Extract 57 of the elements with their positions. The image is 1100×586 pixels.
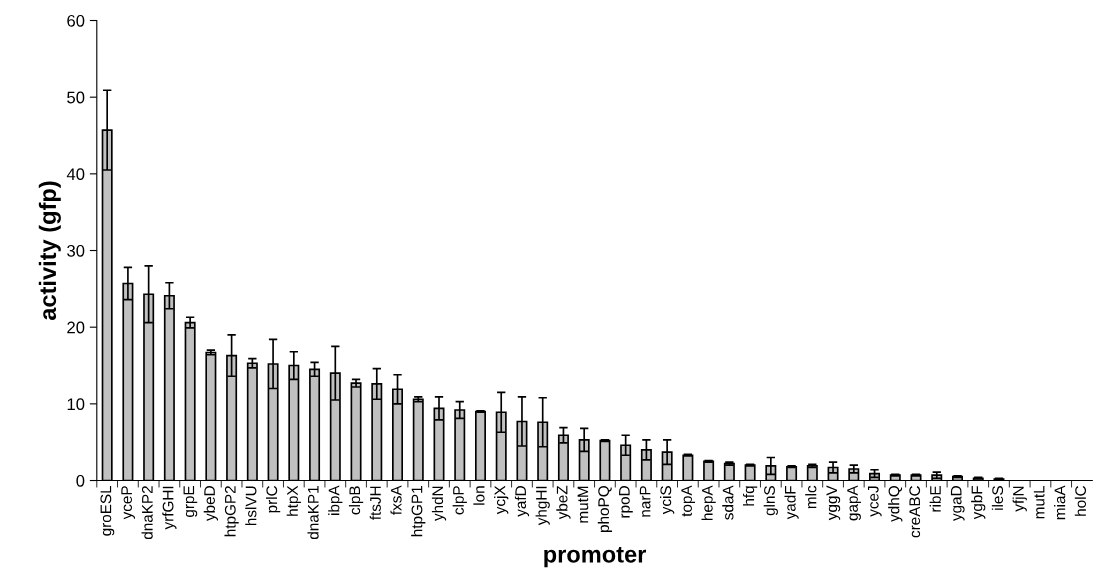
x-tick-label: yafD — [514, 486, 530, 517]
x-tick-label: glnS — [763, 486, 778, 516]
x-tick-label: ibpA — [328, 485, 343, 515]
x-tick-label: fxsA — [390, 485, 402, 515]
x-tick-label: htpGP2 — [224, 486, 239, 537]
x-tick-label: grpE — [183, 486, 198, 518]
x-tick-label: yadF — [784, 485, 799, 520]
y-tick-label: 0 — [76, 474, 85, 487]
x-tick-label: ydhQ — [888, 486, 903, 522]
y-tick-label: 10 — [67, 398, 85, 411]
y-tick-label: 40 — [66, 168, 85, 181]
x-tick-label: mlc — [805, 485, 817, 509]
x-tick-label: dnaKP1 — [307, 486, 319, 540]
y-axis-title: activity (gfp) — [38, 181, 61, 320]
x-tick-label: yggV — [826, 485, 841, 521]
x-tick-label: holC — [1074, 485, 1087, 516]
x-tick-label: yrfGHI — [162, 486, 177, 530]
x-tick-label: clpP — [452, 486, 467, 515]
y-tick-label: 50 — [67, 91, 85, 104]
y-tick-label: 20 — [67, 321, 85, 334]
x-tick-label: ybeD — [203, 486, 218, 522]
x-tick-label: yfjN — [1012, 486, 1027, 512]
x-tick-label: yceP — [121, 486, 136, 520]
x-tick-label: ybeZ — [556, 485, 571, 520]
x-tick-label: phoPQ — [597, 486, 613, 532]
x-tick-label: htpX — [286, 485, 301, 516]
x-tick-label: narP — [639, 486, 651, 517]
x-tick-label: ycjX — [494, 485, 509, 515]
x-axis-title: promoter — [544, 547, 647, 568]
x-tick-label: hslVU — [245, 486, 257, 526]
x-tick-label: topA — [681, 485, 695, 517]
x-tick-label: creABC — [909, 485, 921, 538]
x-tick-label: htpGP1 — [411, 486, 426, 537]
x-tick-label: ygaD — [950, 486, 965, 522]
y-tick-label: 30 — [67, 244, 85, 257]
x-tick-label: prlC — [265, 485, 281, 513]
x-tick-label: yciS — [660, 486, 675, 515]
x-tick-label: yceJ — [867, 486, 882, 517]
x-tick-label: ygbF — [971, 485, 986, 520]
x-tick-label: miaA — [1054, 485, 1066, 520]
x-tick-label: ileS — [991, 486, 1004, 510]
x-tick-label: gapA — [847, 485, 861, 521]
y-tick-label: 60 — [67, 14, 85, 27]
x-tick-label: hepA — [701, 485, 716, 520]
x-tick-label: dnaKP2 — [141, 486, 153, 540]
x-tick-label: groESL — [100, 485, 115, 536]
x-tick-label: yhdN — [431, 486, 447, 522]
x-tick-label: clpB — [348, 486, 364, 515]
x-tick-label: mutL — [1033, 485, 1045, 519]
x-tick-label: lon — [473, 486, 485, 505]
x-tick-label: rpoD — [619, 486, 633, 518]
x-tick-label: yhgHI — [535, 486, 550, 526]
x-tick-label: mutM — [577, 486, 589, 523]
x-tick-label: hfq — [742, 486, 758, 506]
x-tick-label: ribE — [929, 486, 941, 512]
x-tick-label: sdaA — [722, 485, 734, 520]
x-tick-label: ftsJH — [369, 486, 381, 520]
